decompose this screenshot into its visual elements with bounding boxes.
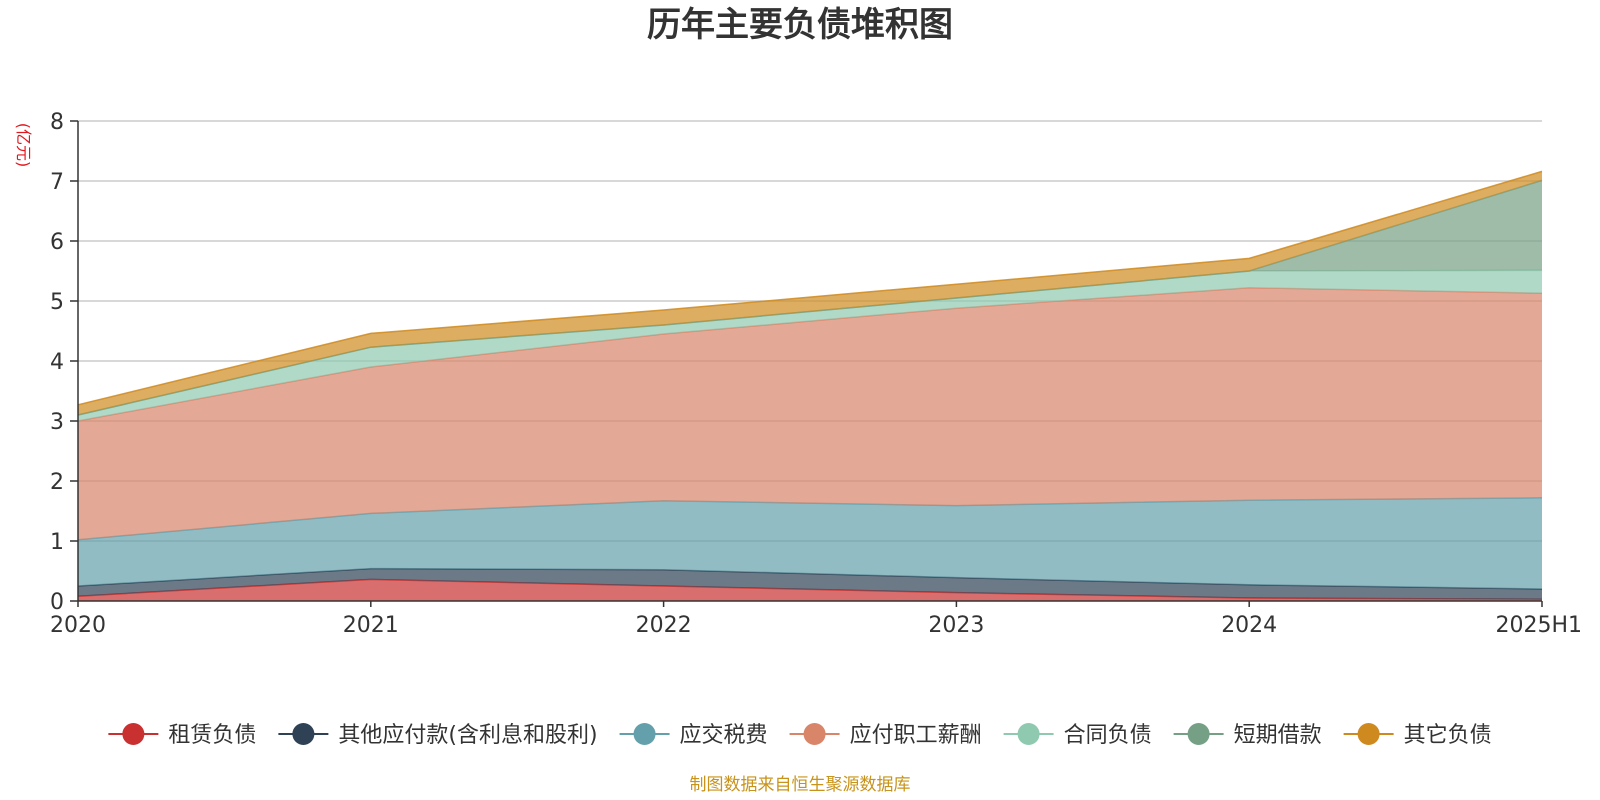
y-tick-label: 2	[50, 470, 64, 495]
area-series-3	[78, 497, 1542, 589]
legend-label: 短期借款	[1234, 723, 1322, 748]
y-tick-label: 0	[50, 590, 64, 615]
x-tick-label: 2022	[636, 613, 692, 638]
area-series-2	[78, 568, 1542, 600]
legend-label: 租赁负债	[168, 723, 256, 748]
legend-item-7[interactable]: 其它负债	[1343, 723, 1492, 748]
area-series-4	[78, 287, 1542, 540]
legend-label: 应付职工薪酬	[850, 723, 982, 748]
y-tick-label: 3	[50, 410, 64, 435]
legend-item-1[interactable]: 租赁负债	[108, 723, 256, 748]
series-line-7	[77, 170, 1543, 406]
series-line-2	[77, 567, 1543, 590]
legend-label: 合同负债	[1064, 723, 1152, 748]
legend-item-5[interactable]: 合同负债	[1003, 723, 1152, 748]
legend-marker	[1187, 723, 1210, 745]
y-tick-label: 4	[50, 350, 64, 375]
legend-marker	[1017, 723, 1040, 745]
x-tick-label: 2021	[343, 613, 399, 638]
area-series-5	[78, 270, 1542, 421]
legend-marker	[122, 723, 145, 745]
legend-marker	[1357, 723, 1380, 745]
x-tick-label: 2024	[1221, 613, 1277, 638]
legend-marker	[292, 723, 315, 745]
chart-title: 历年主要负债堆积图	[647, 5, 953, 45]
legend-item-3[interactable]: 应交税费	[619, 723, 768, 748]
y-tick-label: 7	[50, 170, 64, 195]
x-tick-label: 2023	[928, 613, 984, 638]
legend: 租赁负债 其他应付款(含利息和股利) 应交税费 应付职工薪酬 合同负债 短期借款 其它负债	[108, 723, 1492, 748]
legend-label: 其他应付款(含利息和股利)	[338, 723, 597, 748]
legend-marker	[803, 723, 826, 745]
legend-item-6[interactable]: 短期借款	[1173, 723, 1322, 748]
legend-item-4[interactable]: 应付职工薪酬	[789, 723, 982, 748]
y-axis-unit-label: (亿元)	[14, 123, 33, 168]
y-tick-label: 8	[50, 110, 64, 135]
x-tick-label: 2025H1	[1495, 613, 1582, 638]
source-note: 制图数据来自恒生聚源数据库	[690, 775, 911, 795]
x-tick-label: 2020	[50, 613, 106, 638]
legend-label: 应交税费	[680, 723, 768, 748]
area-series-1	[78, 579, 1542, 601]
y-tick-label: 5	[50, 290, 64, 315]
legend-marker	[633, 723, 656, 745]
y-tick-label: 6	[50, 230, 64, 255]
y-tick-label: 1	[50, 530, 64, 555]
legend-item-2[interactable]: 其他应付款(含利息和股利)	[278, 723, 598, 748]
axes: 0 1 2 3 4 5 6 7 8 2020 2021 2022 2023 2024 2025H1	[50, 110, 1582, 638]
area-series-layer	[77, 170, 1543, 601]
legend-label: 其它负债	[1404, 723, 1492, 748]
